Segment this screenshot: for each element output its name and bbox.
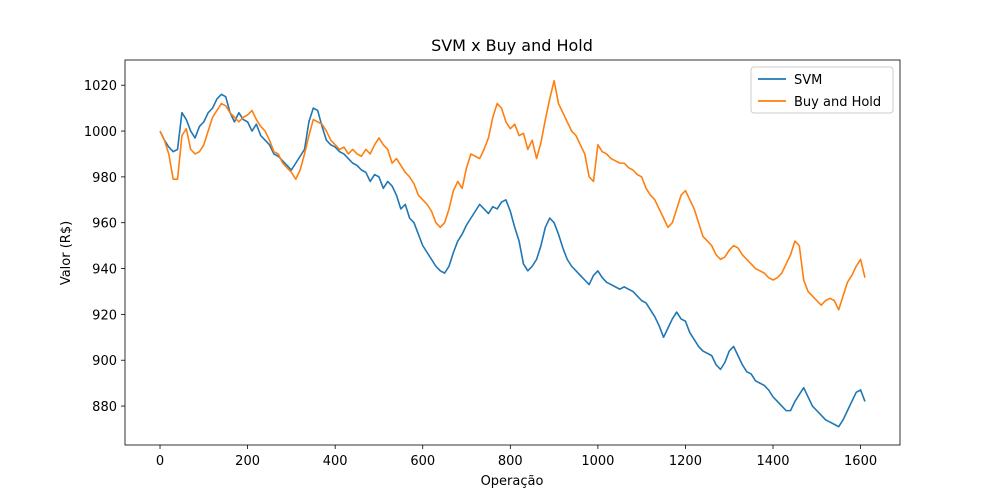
legend-box	[750, 66, 894, 114]
legend-label-svm: SVM	[794, 73, 822, 88]
x-tick-label: 200	[235, 454, 260, 469]
chart-title: SVM x Buy and Hold	[431, 36, 593, 55]
series-line-buy-and-hold	[159, 79, 866, 311]
x-tick-label: 600	[410, 454, 435, 469]
y-tick-label: 900	[92, 354, 117, 369]
y-tick-label: 980	[92, 171, 117, 186]
x-tick-label: 400	[323, 454, 348, 469]
x-tick-label: 1400	[756, 454, 789, 469]
x-tick-label: 800	[498, 454, 523, 469]
y-tick-label: 1000	[84, 125, 117, 140]
x-axis-label: Operação	[481, 474, 544, 489]
y-tick-label: 960	[92, 217, 117, 232]
legend: SVM Buy and Hold	[750, 66, 894, 114]
x-tick-label: 1200	[669, 454, 702, 469]
plot-frame	[124, 59, 901, 446]
x-tick-label: 0	[156, 454, 164, 469]
series-line-svm	[159, 93, 866, 428]
plot-area: 0 200 400 600 800 1000 1200 1400 1600 880 900 920 94…	[84, 59, 901, 469]
legend-label-buy-and-hold: Buy and Hold	[794, 95, 881, 110]
x-tick-label: 1000	[581, 454, 614, 469]
x-tick-label: 1600	[844, 454, 877, 469]
y-tick-label: 880	[92, 400, 117, 415]
y-tick-label: 920	[92, 308, 117, 323]
y-tick-label: 940	[92, 263, 117, 278]
y-axis-label: Valor (R$)	[59, 221, 74, 285]
y-tick-label: 1020	[84, 79, 117, 94]
